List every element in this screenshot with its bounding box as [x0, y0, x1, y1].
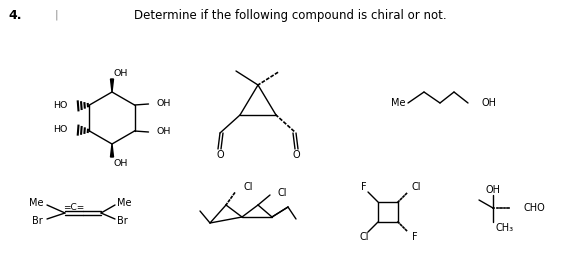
Text: Br: Br — [117, 216, 128, 226]
Polygon shape — [110, 79, 114, 92]
Text: =C=: =C= — [64, 202, 84, 211]
Text: F: F — [361, 182, 367, 192]
Text: OH: OH — [157, 128, 171, 136]
Text: Cl: Cl — [278, 188, 288, 198]
Text: Cl: Cl — [244, 182, 253, 192]
Text: F: F — [412, 232, 418, 242]
Text: CHO: CHO — [523, 203, 545, 213]
Text: OH: OH — [485, 185, 501, 195]
Text: OH: OH — [114, 158, 128, 167]
Text: Cl: Cl — [412, 182, 422, 192]
Text: |: | — [55, 9, 59, 20]
Text: OH: OH — [157, 100, 171, 109]
Text: OH: OH — [114, 68, 128, 78]
Text: Cl: Cl — [359, 232, 369, 242]
Text: O: O — [292, 150, 300, 160]
Text: CH₃: CH₃ — [495, 223, 513, 233]
Text: O: O — [216, 150, 224, 160]
Text: 4.: 4. — [8, 9, 21, 22]
Polygon shape — [110, 144, 114, 157]
Text: Br: Br — [32, 216, 43, 226]
Text: HO: HO — [53, 101, 68, 111]
Text: Me: Me — [391, 98, 406, 108]
Text: OH: OH — [482, 98, 497, 108]
Text: Me: Me — [117, 198, 132, 208]
Text: Determine if the following compound is chiral or not.: Determine if the following compound is c… — [133, 9, 446, 22]
Text: HO: HO — [53, 125, 68, 134]
Text: Me: Me — [29, 198, 43, 208]
